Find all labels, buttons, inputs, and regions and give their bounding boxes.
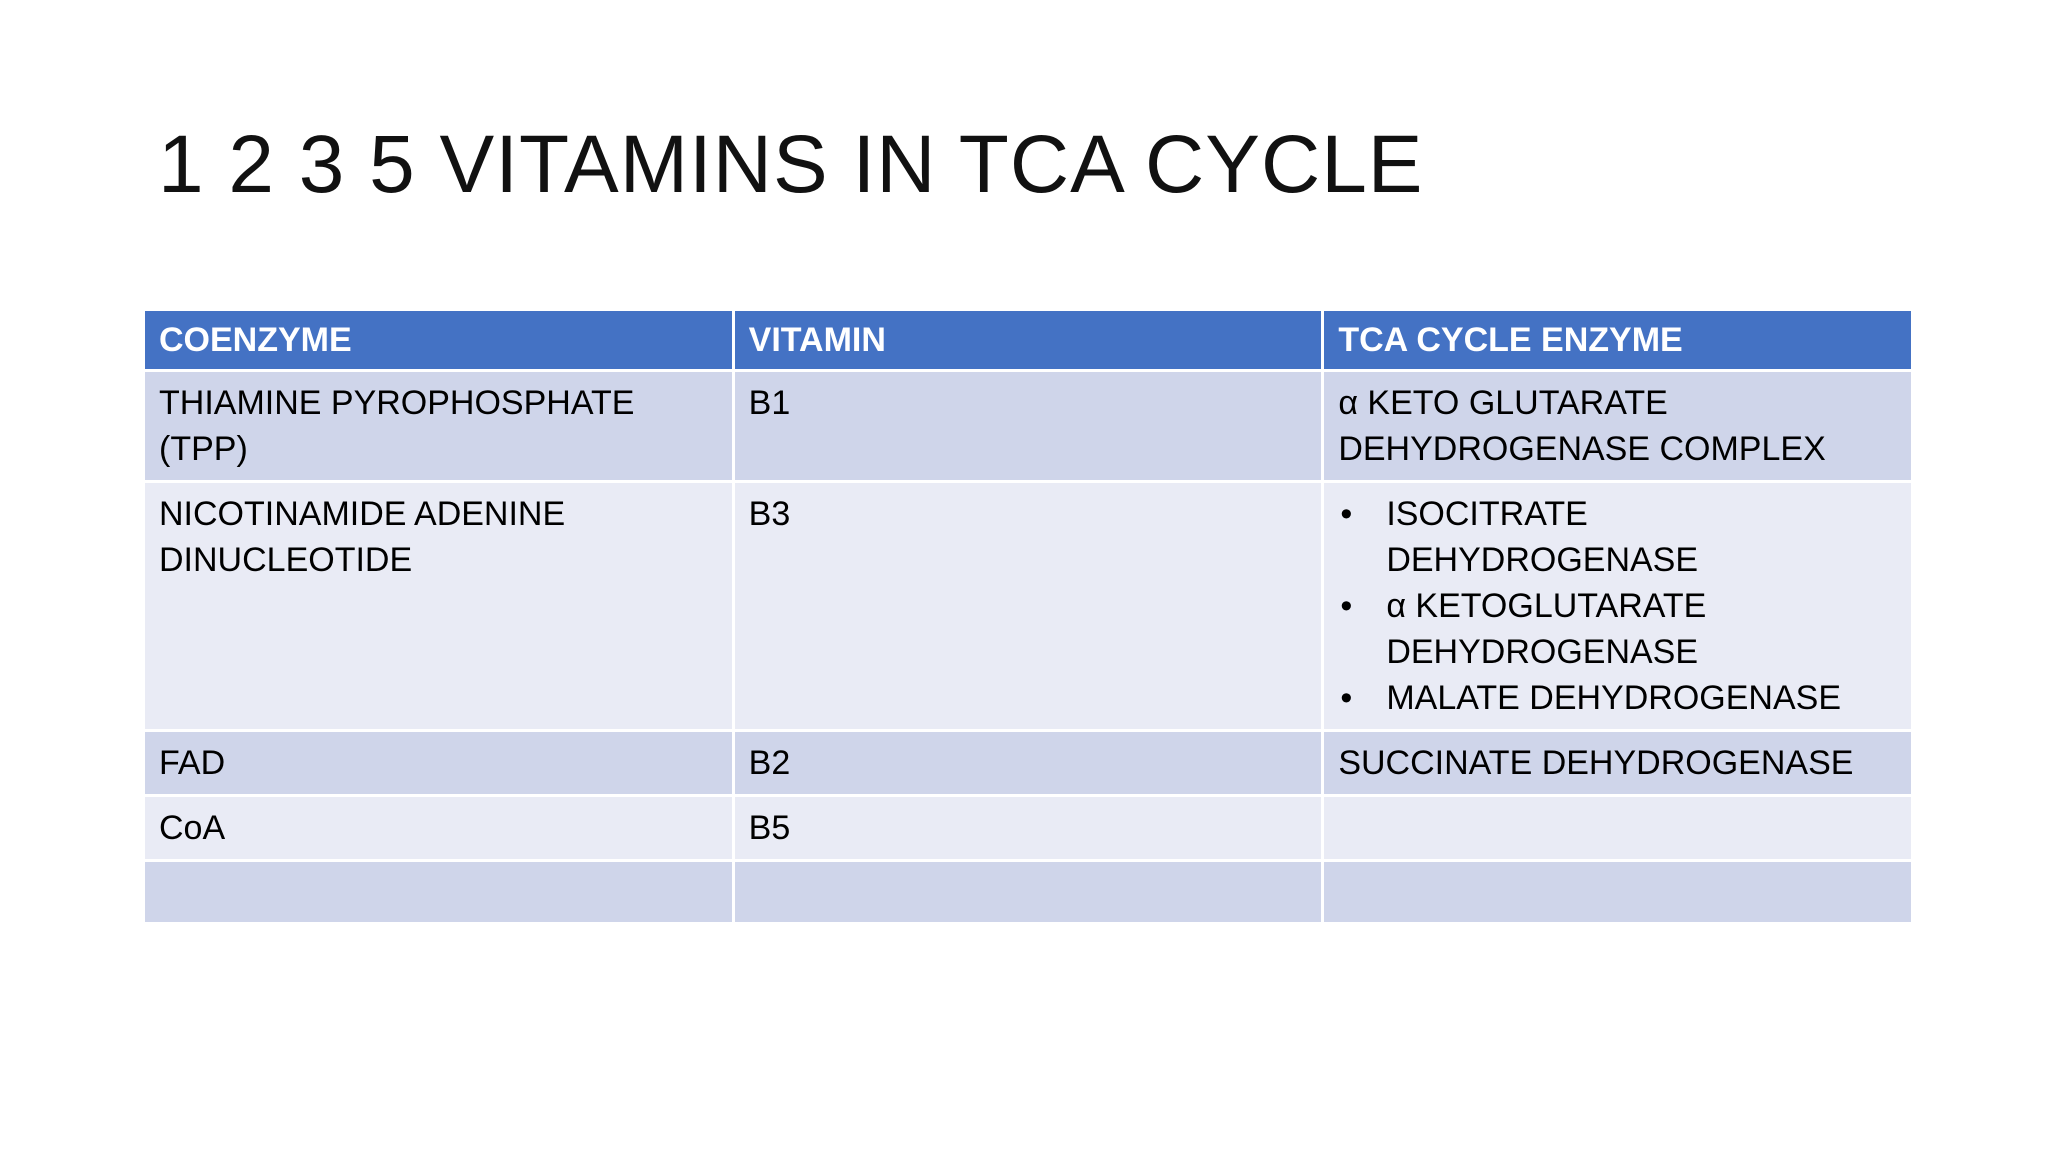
cell-coenzyme: THIAMINE PYROPHOSPHATE (TPP) — [142, 369, 735, 483]
cell-coenzyme: FAD — [142, 729, 735, 797]
list-item: • α KETOGLUTARATE DEHYDROGENASE — [1338, 583, 1897, 675]
cell-vitamin: B3 — [731, 480, 1325, 732]
cell-coenzyme: NICOTINAMIDE ADENINE DINUCLEOTIDE — [142, 480, 735, 732]
slide-title: 1 2 3 5 VITAMINS IN TCA CYCLE — [158, 119, 1424, 210]
cell-vitamin — [731, 859, 1325, 925]
bullet-icon: • — [1340, 679, 1353, 717]
cell-vitamin: B1 — [731, 369, 1325, 483]
bullet-icon: • — [1340, 587, 1353, 625]
list-item: • ISOCITRATE DEHYDROGENASE — [1338, 491, 1897, 583]
table-row: THIAMINE PYROPHOSPHATE (TPP) B1 α KETO G… — [142, 369, 1914, 483]
bullet-icon: • — [1340, 495, 1353, 533]
enzyme-bullet-list: • ISOCITRATE DEHYDROGENASE • α KETOGLUTA… — [1338, 491, 1897, 721]
table-row: NICOTINAMIDE ADENINE DINUCLEOTIDE B3 • I… — [142, 480, 1914, 732]
cell-enzyme-list: • ISOCITRATE DEHYDROGENASE • α KETOGLUTA… — [1321, 480, 1914, 732]
cell-enzyme: α KETO GLUTARATE DEHYDROGENASE COMPLEX — [1321, 369, 1914, 483]
table-row: FAD B2 SUCCINATE DEHYDROGENASE — [142, 729, 1914, 797]
cell-coenzyme — [142, 859, 735, 925]
list-item-text: MALATE DEHYDROGENASE — [1386, 679, 1841, 717]
cell-enzyme — [1321, 859, 1914, 925]
header-coenzyme: COENZYME — [142, 308, 735, 372]
cell-coenzyme: CoA — [142, 794, 735, 862]
vitamin-table: COENZYME VITAMIN TCA CYCLE ENZYME THIAMI… — [142, 308, 1914, 925]
cell-vitamin: B5 — [731, 794, 1325, 862]
cell-vitamin: B2 — [731, 729, 1325, 797]
list-item-text: α KETOGLUTARATE DEHYDROGENASE — [1386, 587, 1707, 671]
header-vitamin: VITAMIN — [731, 308, 1325, 372]
header-tca-enzyme: TCA CYCLE ENZYME — [1321, 308, 1914, 372]
cell-enzyme: SUCCINATE DEHYDROGENASE — [1321, 729, 1914, 797]
table-header-row: COENZYME VITAMIN TCA CYCLE ENZYME — [142, 308, 1914, 372]
table-row: CoA B5 — [142, 794, 1914, 862]
cell-enzyme — [1321, 794, 1914, 862]
list-item: • MALATE DEHYDROGENASE — [1338, 675, 1897, 721]
list-item-text: ISOCITRATE DEHYDROGENASE — [1386, 495, 1699, 579]
table-row — [142, 859, 1914, 925]
